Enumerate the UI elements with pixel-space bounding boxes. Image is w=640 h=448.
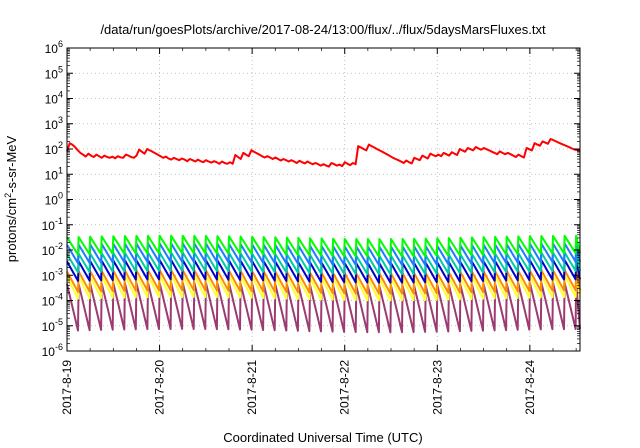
series-line [66,251,581,276]
y-tick-base: 10 [45,93,59,107]
grid-lines [67,48,580,351]
y-tick-label: 100 [45,191,63,208]
y-tick-base: 10 [42,244,56,258]
y-tick-exp: -4 [55,292,63,302]
series-line [66,269,581,295]
y-tick-base: 10 [45,194,59,208]
y-tick-base: 10 [42,219,56,233]
y-tick-base: 10 [45,118,59,132]
y-tick-exp: -6 [55,342,63,352]
y-tick-exp: -2 [55,241,63,251]
series-line [66,273,581,302]
chart-title: /data/run/goesPlots/archive/2017-08-24/1… [100,22,546,37]
y-tick-label: 106 [45,39,63,56]
x-tick-label: 2017-8-21 [245,360,259,415]
x-tick-label: 2017-8-23 [430,360,444,415]
y-axis: 10-610-510-410-310-210-11001011021031041… [42,39,580,359]
y-tick-base: 10 [42,345,56,359]
series-line [66,242,581,266]
y-tick-base: 10 [42,269,56,283]
y-tick-exp: -1 [55,216,63,226]
x-axis-label: Coordinated Universal Time (UTC) [223,430,422,445]
y-axis-label-post: -s-sr-MeV [4,135,19,192]
y-tick-label: 103 [45,115,63,132]
y-tick-exp: 1 [58,165,63,175]
y-tick-base: 10 [42,295,56,309]
y-tick-label: 10-4 [42,292,63,309]
x-tick-label: 2017-8-20 [153,360,167,415]
y-tick-label: 10-2 [42,241,63,258]
y-tick-exp: 0 [58,191,63,201]
y-axis-label: protons/cm2-s-sr-MeV [3,135,19,262]
y-tick-label: 105 [45,64,63,81]
x-axis: 2017-8-19 2017-8-20 2017-8-21 2017-8-22 2017… [60,48,577,415]
x-tick-label: 2017-8-24 [523,360,537,415]
y-tick-exp: 4 [58,90,63,100]
y-tick-base: 10 [45,168,59,182]
series-line [66,234,581,258]
series-line [66,259,581,284]
y-axis-label-pre: protons/cm [4,198,19,262]
y-tick-base: 10 [42,320,56,334]
series-line [66,281,581,334]
y-tick-exp: 3 [58,115,63,125]
y-tick-label: 10-3 [42,266,63,283]
y-tick-exp: 2 [58,140,63,150]
y-tick-exp: 5 [58,64,63,74]
y-tick-label: 10-5 [42,317,63,334]
y-tick-label: 10-6 [42,342,63,359]
y-tick-exp: 6 [58,39,63,49]
y-tick-label: 102 [45,140,63,157]
y-tick-label: 104 [45,90,63,107]
series-group [66,138,581,334]
y-tick-label: 10-1 [42,216,63,233]
y-axis-label-sup: 2 [3,193,13,198]
x-tick-label: 2017-8-22 [338,360,352,415]
y-tick-base: 10 [45,67,59,81]
y-tick-base: 10 [45,143,59,157]
y-tick-base: 10 [45,42,59,56]
x-tick-label: 2017-8-19 [60,360,74,415]
y-tick-exp: -3 [55,266,63,276]
series-line [66,138,581,168]
y-tick-label: 101 [45,165,63,182]
y-tick-exp: -5 [55,317,63,327]
